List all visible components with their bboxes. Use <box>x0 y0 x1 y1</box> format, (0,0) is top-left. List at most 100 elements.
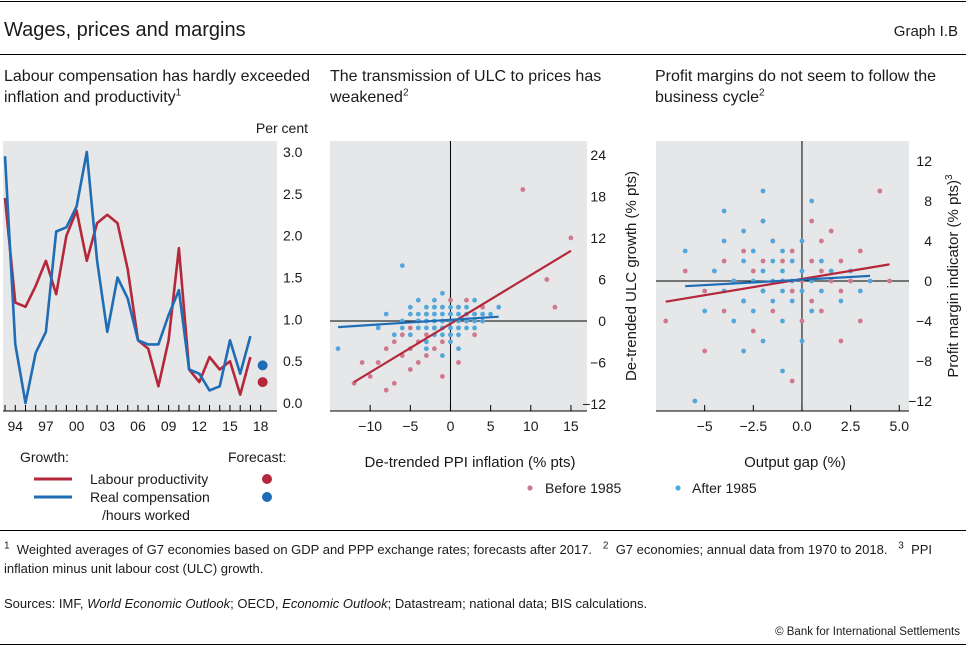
middle-after-1985-point <box>375 325 381 331</box>
right-before-1985-point <box>721 308 727 314</box>
right-after-1985-point <box>721 238 727 244</box>
middle-after-1985-point <box>424 346 429 352</box>
middle-y-tick-label: −6 <box>590 355 606 371</box>
middle-before-1985-point <box>472 332 477 338</box>
middle-after-1985-point <box>472 297 477 303</box>
middle-after-1985-point <box>399 263 405 268</box>
middle-before-1985-point <box>424 332 429 338</box>
right-before-1985-point <box>819 238 824 244</box>
right-before-1985-point <box>741 248 746 254</box>
left-plot-background <box>3 141 277 411</box>
left-x-tick-label: 97 <box>38 418 54 434</box>
middle-after-1985-point <box>424 304 429 310</box>
right-before-1985-point <box>809 218 815 224</box>
right-before-1985-fit-line <box>665 263 890 303</box>
right-after-1985-point <box>760 268 766 274</box>
middle-after-1985-point <box>480 311 485 317</box>
right-after-1985-point <box>780 368 785 374</box>
right-x-axis-label: Output gap (%) <box>744 454 846 471</box>
right-after-1985-point <box>682 248 688 254</box>
left-x-tick-label: 09 <box>161 418 177 434</box>
right-after-1985-point <box>750 248 756 254</box>
middle-after-1985-point <box>464 304 469 310</box>
middle-y-tick-label: 12 <box>590 230 606 246</box>
left-x-tick-label: 03 <box>99 418 115 434</box>
middle-after-1985-point <box>456 311 461 317</box>
middle-y-tick-label: 6 <box>598 271 606 287</box>
middle-after-1985-point <box>432 311 437 317</box>
right-before-1985-point <box>828 278 834 284</box>
middle-before-1985-point <box>552 304 558 310</box>
middle-after-1985-point <box>456 304 461 310</box>
middle-after-1985-point <box>415 297 421 303</box>
right-before-1985-point <box>799 318 805 324</box>
legend-rc-label-1: Real compensation <box>90 489 210 505</box>
left-x-tick-label: 94 <box>7 418 23 434</box>
legend-after-label: After 1985 <box>692 480 757 496</box>
left-x-tick-label: 15 <box>222 418 238 434</box>
right-before-1985-point <box>789 378 795 384</box>
middle-after-1985-point <box>480 318 485 324</box>
right-after-1985-point <box>712 268 717 274</box>
middle-after-1985-fit-line <box>337 315 499 329</box>
right-after-1985-point <box>760 188 766 194</box>
middle-after-1985-point <box>448 339 453 345</box>
right-after-1985-point <box>838 298 844 304</box>
legend-lp-forecast-dot <box>262 474 272 484</box>
middle-after-1985-point <box>472 318 477 324</box>
right-before-1985-point <box>848 278 853 284</box>
footnote-rule <box>0 530 966 531</box>
right-after-1985-point <box>731 278 737 284</box>
left-x-tick-label: 06 <box>130 418 146 434</box>
middle-after-1985-point <box>496 304 502 310</box>
sources: Sources: IMF, World Economic Outlook; OE… <box>4 596 648 611</box>
middle-after-1985-point <box>407 332 413 338</box>
middle-y-tick-label: 0 <box>598 313 606 329</box>
middle-before-1985-point <box>375 360 381 365</box>
right-after-1985-point <box>780 268 785 274</box>
right-chart: −5 −2.5 0.0 2.5 5.0 −12 −8 −4 0 4 8 12 <box>656 141 932 434</box>
right-x-tick-label: 5.0 <box>890 418 910 434</box>
right-before-1985-point <box>809 258 815 264</box>
right-after-1985-point <box>760 338 766 344</box>
right-after-1985-point <box>750 308 756 314</box>
right-before-1985-point <box>809 298 815 304</box>
right-after-1985-point <box>741 258 746 264</box>
right-before-1985-point <box>877 188 883 194</box>
middle-before-1985-point <box>407 325 413 331</box>
right-before-1985-point <box>770 308 776 314</box>
middle-before-1985-point <box>399 332 405 338</box>
middle-x-tick-label: 10 <box>523 418 539 434</box>
middle-after-1985-point <box>472 325 477 331</box>
middle-after-1985-point <box>440 353 445 358</box>
right-after-1985-point <box>799 288 805 294</box>
left-y-tick-label: 0.5 <box>283 353 303 369</box>
right-after-1985-point <box>799 338 805 344</box>
middle-x-axis-label: De-trended PPI inflation (% pts) <box>365 454 576 471</box>
right-before-1985-point <box>838 288 844 294</box>
middle-x-tick-label: −5 <box>402 418 418 434</box>
right-before-1985-point <box>887 278 892 284</box>
middle-after-1985-point <box>448 311 453 317</box>
right-after-1985-point <box>702 308 708 314</box>
middle-y-tick-label: −12 <box>582 396 606 412</box>
middle-after-1985-point <box>472 311 477 317</box>
legend-rc-forecast-dot <box>262 492 272 502</box>
right-before-1985-point <box>838 338 844 344</box>
middle-after-1985-point <box>335 346 341 352</box>
middle-y-tick-label: 24 <box>590 147 606 163</box>
middle-plot-background <box>330 141 587 411</box>
right-before-1985-point <box>789 288 795 294</box>
right-after-1985-point <box>770 258 776 264</box>
middle-after-1985-point <box>415 311 421 317</box>
right-before-1985-point <box>838 258 844 264</box>
middle-before-1985-point <box>432 346 437 352</box>
middle-before-1985-point <box>456 360 461 365</box>
right-x-tick-label: −5 <box>697 418 713 434</box>
right-panel-title: Profit margins do not seem to follow the… <box>655 68 937 106</box>
middle-after-1985-point <box>488 311 493 317</box>
right-before-1985-point <box>857 248 863 254</box>
middle-before-1985-point <box>568 235 574 241</box>
middle-before-1985-point <box>391 339 397 345</box>
right-after-1985-point <box>770 298 776 304</box>
